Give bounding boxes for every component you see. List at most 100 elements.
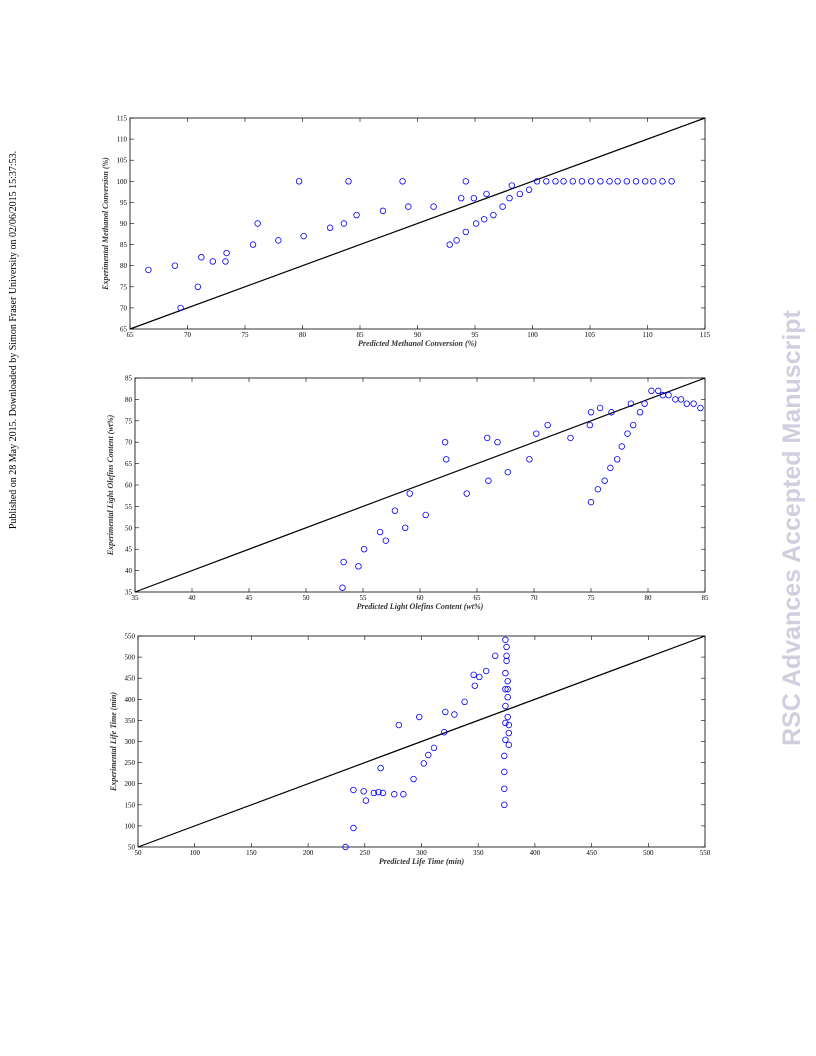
x-tick-label: 40 [189, 594, 197, 602]
y-tick-label: 65 [125, 460, 133, 468]
data-point [482, 667, 490, 675]
data-point [145, 266, 152, 274]
x-axis-label: Predicted Light Olefins Content (wt%) [357, 602, 484, 611]
x-tick-label: 85 [702, 594, 710, 602]
data-point [451, 711, 458, 718]
y-tick-label: 80 [125, 396, 133, 404]
x-axis-label: Predicted Methanol Conversion (%) [358, 339, 477, 348]
data-point [504, 685, 511, 693]
x-tick-label: 150 [246, 849, 257, 857]
data-point [607, 464, 614, 472]
data-point [481, 216, 488, 223]
data-point [587, 178, 595, 185]
data-point [614, 178, 621, 185]
y-tick-label: 60 [125, 482, 133, 490]
x-tick-label: 450 [586, 849, 597, 857]
data-point [516, 190, 524, 198]
y-tick-label: 70 [125, 439, 133, 447]
y-tick-label: 300 [125, 738, 136, 746]
data-point [533, 430, 540, 437]
y-tick-label: 85 [125, 375, 133, 383]
y-tick-label: 90 [120, 220, 128, 228]
data-point [471, 682, 478, 689]
x-tick-label: 250 [360, 849, 371, 857]
data-point [375, 788, 382, 796]
data-point [560, 178, 567, 185]
data-point [362, 797, 370, 804]
data-point [587, 498, 595, 506]
x-tick-label: 90 [414, 331, 422, 339]
data-point [472, 220, 480, 227]
y-tick-label: 400 [125, 696, 136, 704]
data-point [668, 178, 675, 185]
data-point [502, 685, 509, 693]
data-point [525, 186, 533, 193]
x-tick-label: 85 [357, 331, 365, 339]
y-axis-label: Experimental Methanol Conversion (%) [101, 157, 110, 291]
data-point [340, 558, 347, 566]
data-point [342, 843, 349, 851]
data-point [508, 182, 515, 189]
y-tick-label: 110 [117, 136, 128, 144]
data-point [254, 220, 261, 227]
data-point [578, 178, 586, 185]
data-point [379, 207, 387, 215]
data-point [462, 228, 469, 236]
x-tick-label: 95 [472, 331, 480, 339]
y-tick-label: 50 [128, 844, 136, 852]
y-tick-label: 550 [125, 633, 136, 641]
data-point [483, 190, 490, 198]
data-point [504, 693, 511, 701]
data-point [697, 404, 704, 412]
data-point [505, 721, 513, 729]
data-point [463, 490, 470, 497]
data-point [505, 741, 513, 749]
data-point [446, 241, 453, 248]
x-tick-label: 65 [474, 594, 482, 602]
data-point [614, 456, 621, 463]
x-tick-label: 80 [645, 594, 653, 602]
data-point [453, 237, 460, 244]
data-point [360, 546, 368, 553]
data-point [339, 584, 346, 591]
x-tick-label: 70 [531, 594, 539, 602]
data-point [627, 400, 635, 407]
data-point [659, 178, 666, 185]
data-point [209, 258, 216, 265]
data-point [502, 636, 509, 643]
data-point [350, 786, 357, 794]
x-tick-label: 35 [132, 594, 140, 602]
data-point [295, 178, 303, 185]
y-tick-label: 55 [125, 503, 133, 511]
data-point [249, 241, 257, 248]
data-point [501, 801, 508, 808]
data-point [353, 211, 360, 219]
data-point [502, 669, 509, 677]
y-tick-label: 105 [117, 157, 128, 165]
data-point [470, 671, 477, 679]
parity-line [129, 117, 706, 330]
data-point [567, 434, 574, 442]
data-point [223, 249, 230, 257]
data-point [410, 775, 417, 783]
data-point [379, 789, 387, 797]
x-tick-label: 350 [473, 849, 484, 857]
data-point [655, 387, 662, 395]
parity-line [134, 377, 706, 593]
data-point [636, 409, 644, 416]
y-tick-label: 450 [125, 675, 136, 683]
data-point [623, 178, 630, 185]
x-tick-label: 45 [246, 594, 254, 602]
side-note: Published on 28 May 2015. Downloaded by … [8, 151, 19, 529]
data-point [326, 224, 334, 231]
data-point [506, 194, 513, 202]
y-tick-label: 45 [125, 546, 133, 554]
data-point [552, 178, 559, 185]
data-point [543, 178, 550, 185]
data-point [425, 751, 432, 759]
data-point [642, 178, 649, 185]
y-axis-label: Experimental Life Time (min) [109, 692, 118, 792]
data-point [501, 785, 508, 792]
data-point [360, 788, 367, 795]
